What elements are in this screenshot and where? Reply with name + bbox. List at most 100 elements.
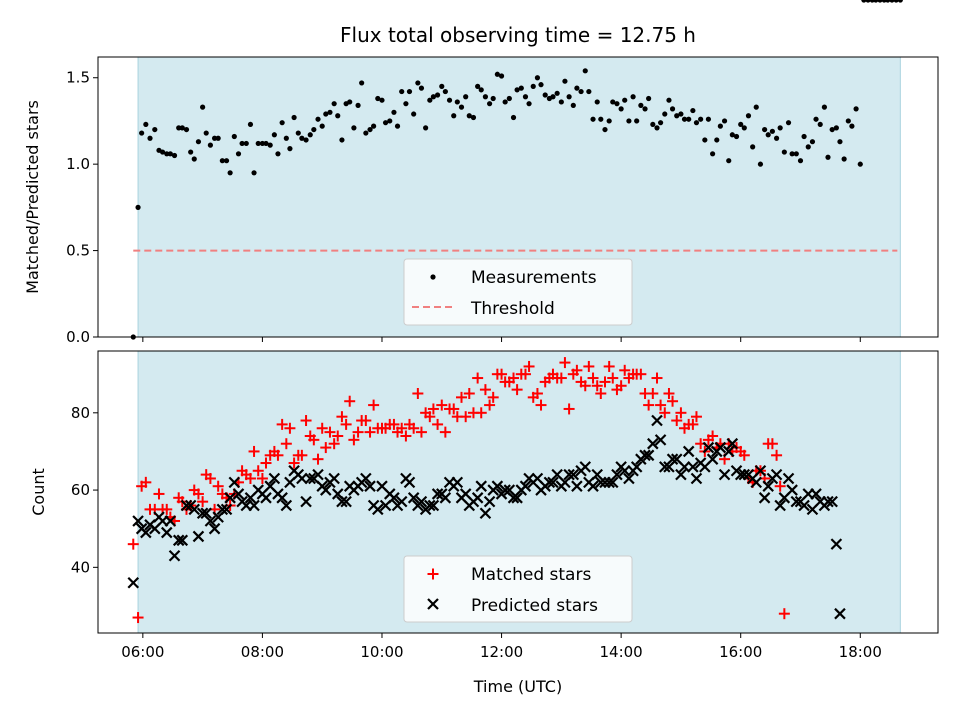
- matched-star-point: [523, 360, 535, 372]
- predicted-star-point: [563, 468, 575, 481]
- matched-star-point: [651, 372, 663, 384]
- predicted-star-point: [160, 526, 173, 539]
- predicted-star-point: [176, 534, 189, 547]
- predicted-star-point: [479, 507, 492, 520]
- legend-label-threshold: Threshold: [470, 299, 555, 319]
- measurement-point: [809, 139, 816, 145]
- predicted-star-point: [248, 499, 260, 512]
- predicted-star-point: [220, 503, 233, 516]
- measurement-point: [367, 126, 373, 133]
- count-y-ticks: 40 60 80: [71, 404, 98, 576]
- measurement-point: [147, 135, 153, 141]
- matched-star-point: [344, 395, 356, 407]
- measurement-point: [506, 95, 512, 102]
- matched-star-point: [472, 372, 484, 384]
- matched-star-point: [308, 434, 320, 446]
- matched-star-point: [360, 415, 372, 427]
- measurement-point: [427, 97, 433, 103]
- matched-star-point: [778, 608, 790, 620]
- legend-plus-glyph: [427, 568, 439, 580]
- measurement-point: [606, 118, 612, 124]
- measurement-point: [371, 123, 377, 129]
- predicted-star-point: [188, 503, 201, 516]
- predicted-star-point: [483, 495, 496, 508]
- measurement-point: [135, 204, 141, 210]
- matched-star-point: [531, 387, 543, 399]
- measurement-point: [267, 142, 273, 148]
- measurement-point: [825, 154, 831, 160]
- count-panel-frame: [97, 350, 939, 634]
- predicted-star-point: [336, 495, 348, 508]
- measurement-point: [897, 0, 903, 3]
- measurement-point: [315, 116, 321, 122]
- matched-star-point: [559, 357, 571, 369]
- measurement-point: [634, 118, 640, 124]
- matched-star-point: [288, 457, 300, 469]
- measurement-point: [183, 126, 190, 133]
- predicted-star-point: [750, 476, 763, 489]
- measurement-point: [498, 73, 505, 79]
- measurement-point: [423, 125, 429, 131]
- measurement-point: [821, 104, 828, 110]
- matched-star-point: [348, 434, 360, 446]
- measurement-point: [227, 170, 233, 176]
- predicted-star-point: [579, 461, 592, 473]
- measurement-point: [765, 132, 771, 138]
- predicted-star-point: [738, 468, 751, 481]
- measurement-point: [176, 125, 182, 131]
- predicted-star-point: [567, 468, 580, 481]
- measurement-point: [259, 140, 266, 147]
- predicted-star-point: [706, 453, 719, 465]
- measurement-point: [534, 75, 541, 81]
- measurement-point: [726, 158, 732, 164]
- matched-star-point: [324, 426, 336, 438]
- measurement-point: [769, 128, 775, 134]
- measurement-point: [570, 102, 576, 108]
- measurement-point: [837, 139, 843, 145]
- x-tick-label: 14:00: [600, 643, 643, 661]
- matched-star-point: [364, 426, 376, 438]
- matched-star-point: [456, 391, 468, 403]
- matched-star-point: [635, 368, 647, 380]
- predicted-star-point: [127, 577, 140, 589]
- matched-star-point: [659, 407, 671, 419]
- measurement-point: [610, 99, 616, 105]
- measurement-point: [243, 140, 249, 147]
- matched-stars-points: [127, 357, 790, 624]
- measurement-point: [654, 125, 660, 131]
- matched-star-point: [256, 472, 268, 484]
- measurement-point: [590, 116, 596, 122]
- matched-star-point: [352, 426, 364, 438]
- x-tick-label: 12:00: [480, 643, 523, 661]
- predicted-star-point: [204, 515, 217, 527]
- measurement-point: [399, 88, 405, 95]
- measurement-point: [829, 126, 835, 133]
- measurement-point: [223, 158, 230, 164]
- measurement-point: [678, 111, 684, 117]
- y-tick-label: 0.5: [66, 242, 90, 260]
- measurement-point: [239, 140, 245, 147]
- matched-star-point: [707, 430, 719, 442]
- measurement-point: [762, 126, 768, 133]
- measurement-point: [849, 123, 855, 129]
- predicted-star-point: [216, 503, 229, 516]
- measurement-point: [669, 106, 676, 112]
- count-legend-box: [403, 555, 633, 623]
- measurement-point: [490, 95, 496, 102]
- measurement-point: [578, 88, 584, 95]
- measurement-point: [303, 137, 309, 143]
- measurement-point: [295, 130, 301, 136]
- matched-star-point: [675, 407, 687, 419]
- measurement-point: [789, 151, 795, 157]
- predicted-star-point: [618, 464, 631, 477]
- measurement-point: [797, 158, 804, 164]
- matched-star-point: [595, 387, 607, 399]
- matched-star-point: [647, 387, 659, 399]
- ratio-y-axis-label: Matched/Predicted stars: [23, 100, 42, 294]
- measurement-point: [382, 120, 389, 126]
- predicted-star-point: [519, 480, 532, 492]
- measurement-point: [705, 116, 712, 122]
- predicted-star-point: [611, 468, 623, 481]
- measurement-point: [355, 102, 361, 108]
